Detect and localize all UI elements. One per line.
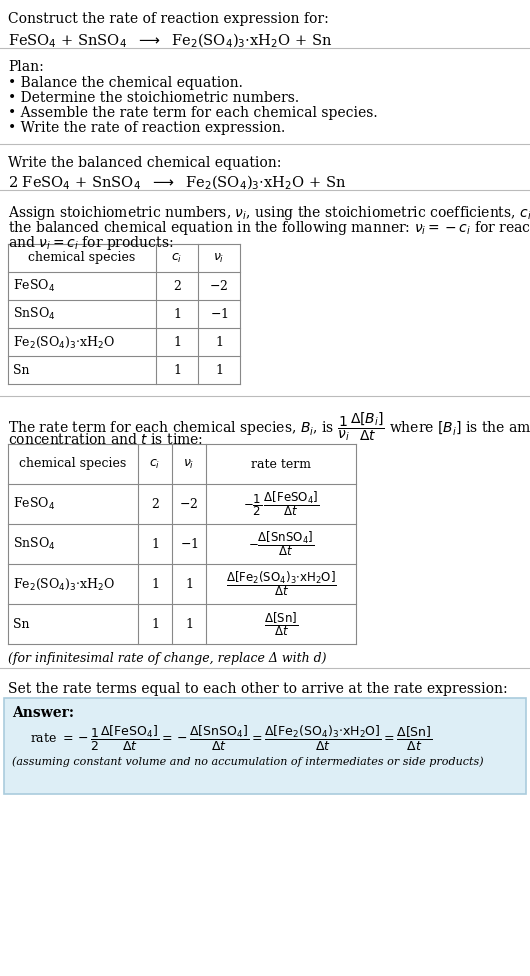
Text: the balanced chemical equation in the following manner: $\nu_i = -c_i$ for react: the balanced chemical equation in the fo… [8,219,530,237]
Text: 1: 1 [185,578,193,590]
Text: $-$2: $-$2 [209,279,228,293]
Text: $-$2: $-$2 [180,497,199,511]
Text: Fe$_2$(SO$_4$)$_3$$\cdot$xH$_2$O: Fe$_2$(SO$_4$)$_3$$\cdot$xH$_2$O [13,335,116,349]
Text: 2 FeSO$_4$ + SnSO$_4$  $\longrightarrow$  Fe$_2$(SO$_4$)$_3$$\cdot$xH$_2$O + Sn: 2 FeSO$_4$ + SnSO$_4$ $\longrightarrow$ … [8,174,346,192]
Text: • Assemble the rate term for each chemical species.: • Assemble the rate term for each chemic… [8,106,377,120]
Text: 1: 1 [151,578,159,590]
Text: 1: 1 [173,307,181,320]
Text: FeSO$_4$: FeSO$_4$ [13,496,55,512]
Text: Plan:: Plan: [8,60,44,74]
Text: $\dfrac{\Delta[\mathrm{Fe_2(SO_4)_3{\cdot}xH_2O}]}{\Delta t}$: $\dfrac{\Delta[\mathrm{Fe_2(SO_4)_3{\cdo… [226,570,337,598]
Text: concentration and $t$ is time:: concentration and $t$ is time: [8,432,203,447]
Text: $-$1: $-$1 [180,537,198,551]
Text: Set the rate terms equal to each other to arrive at the rate expression:: Set the rate terms equal to each other t… [8,682,508,696]
Text: Fe$_2$(SO$_4$)$_3$$\cdot$xH$_2$O: Fe$_2$(SO$_4$)$_3$$\cdot$xH$_2$O [13,577,116,591]
Text: $-\dfrac{1}{2}\,\dfrac{\Delta[\mathrm{FeSO_4}]}{\Delta t}$: $-\dfrac{1}{2}\,\dfrac{\Delta[\mathrm{Fe… [243,490,319,518]
Text: $\nu_i$: $\nu_i$ [213,252,225,264]
Text: 1: 1 [215,336,223,348]
Text: 1: 1 [173,336,181,348]
Text: • Determine the stoichiometric numbers.: • Determine the stoichiometric numbers. [8,91,299,105]
Text: SnSO$_4$: SnSO$_4$ [13,536,56,552]
Text: 2: 2 [151,498,159,510]
Text: Write the balanced chemical equation:: Write the balanced chemical equation: [8,156,281,170]
Text: FeSO$_4$ + SnSO$_4$  $\longrightarrow$  Fe$_2$(SO$_4$)$_3$$\cdot$xH$_2$O + Sn: FeSO$_4$ + SnSO$_4$ $\longrightarrow$ Fe… [8,32,332,51]
Text: $\dfrac{\Delta[\mathrm{Sn}]}{\Delta t}$: $\dfrac{\Delta[\mathrm{Sn}]}{\Delta t}$ [264,610,298,638]
Text: $c_i$: $c_i$ [149,458,161,470]
Text: • Balance the chemical equation.: • Balance the chemical equation. [8,76,243,90]
Text: Sn: Sn [13,363,30,377]
Bar [4,698,526,794]
Text: Answer:: Answer: [12,706,74,720]
Text: (assuming constant volume and no accumulation of intermediates or side products): (assuming constant volume and no accumul… [12,756,483,766]
Text: 1: 1 [173,363,181,377]
Text: $-$1: $-$1 [210,307,228,321]
Text: and $\nu_i = c_i$ for products:: and $\nu_i = c_i$ for products: [8,234,173,252]
Text: chemical species: chemical species [20,458,127,470]
Text: $\nu_i$: $\nu_i$ [183,458,195,470]
Text: chemical species: chemical species [29,252,136,264]
Text: $-\dfrac{\Delta[\mathrm{SnSO_4}]}{\Delta t}$: $-\dfrac{\Delta[\mathrm{SnSO_4}]}{\Delta… [248,530,314,558]
Text: 2: 2 [173,279,181,293]
Text: $c_i$: $c_i$ [171,252,183,264]
Text: Assign stoichiometric numbers, $\nu_i$, using the stoichiometric coefficients, $: Assign stoichiometric numbers, $\nu_i$, … [8,204,530,222]
Text: 1: 1 [185,618,193,630]
Text: 1: 1 [215,363,223,377]
Text: 1: 1 [151,618,159,630]
Text: SnSO$_4$: SnSO$_4$ [13,305,56,322]
Text: Sn: Sn [13,618,30,630]
Text: • Write the rate of reaction expression.: • Write the rate of reaction expression. [8,121,285,135]
Text: FeSO$_4$: FeSO$_4$ [13,278,55,294]
Text: (for infinitesimal rate of change, replace Δ with d): (for infinitesimal rate of change, repla… [8,652,326,665]
Text: 1: 1 [151,538,159,550]
Text: rate $= -\dfrac{1}{2}\dfrac{\Delta[\mathrm{FeSO_4}]}{\Delta t} = -\dfrac{\Delta[: rate $= -\dfrac{1}{2}\dfrac{\Delta[\math… [30,723,432,752]
Text: rate term: rate term [251,458,311,470]
Text: The rate term for each chemical species, $B_i$, is $\dfrac{1}{\nu_i}\dfrac{\Delt: The rate term for each chemical species,… [8,410,530,443]
Text: Construct the rate of reaction expression for:: Construct the rate of reaction expressio… [8,12,329,26]
